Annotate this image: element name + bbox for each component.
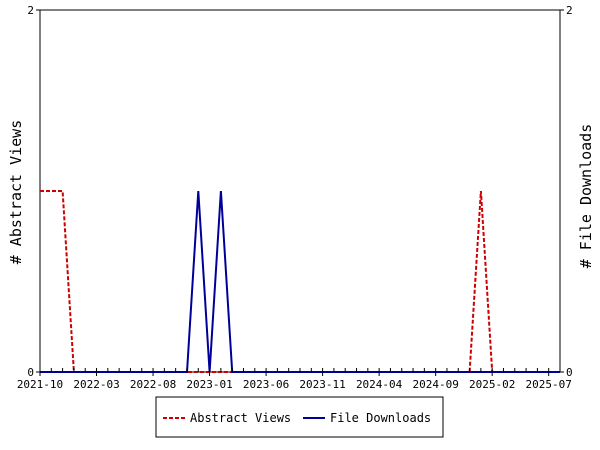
- x-tick-label: 2025-02: [469, 378, 515, 391]
- x-tick-label: 2023-11: [299, 378, 345, 391]
- y-axis-left-title: # Abstract Views: [7, 120, 25, 265]
- x-tick-label: 2023-01: [186, 378, 232, 391]
- series-layer: [40, 190, 560, 373]
- y-axis-right-title: # File Downloads: [577, 124, 595, 269]
- x-tick-label: 2021-10: [17, 378, 63, 391]
- x-tick-label: 2022-03: [73, 378, 119, 391]
- series-line-abstract-views: [40, 190, 560, 373]
- legend-box: [155, 396, 444, 438]
- legend-label: File Downloads: [330, 411, 431, 425]
- y-right-tick-label: 2: [566, 4, 573, 17]
- plot-frame: [39, 9, 561, 373]
- legend: Abstract Views File Downloads: [155, 396, 444, 438]
- x-tick-label: 2024-09: [412, 378, 458, 391]
- x-tick-label: 2022-08: [130, 378, 176, 391]
- plot-area: [39, 9, 561, 373]
- legend-label: Abstract Views: [190, 411, 291, 425]
- x-tick-label: 2023-06: [243, 378, 289, 391]
- y-left-tick-label: 0: [27, 366, 34, 379]
- x-tick-label: 2025-07: [526, 378, 572, 391]
- x-tick-label: 2024-04: [356, 378, 403, 391]
- y-right-tick-label: 0: [566, 366, 573, 379]
- y-left-tick-label: 2: [27, 4, 34, 17]
- series-line-file-downloads: [40, 190, 560, 373]
- ticks-layer: 2021-10 2022-03 2022-08 2023-01 2023-06 2023-…: [17, 4, 573, 391]
